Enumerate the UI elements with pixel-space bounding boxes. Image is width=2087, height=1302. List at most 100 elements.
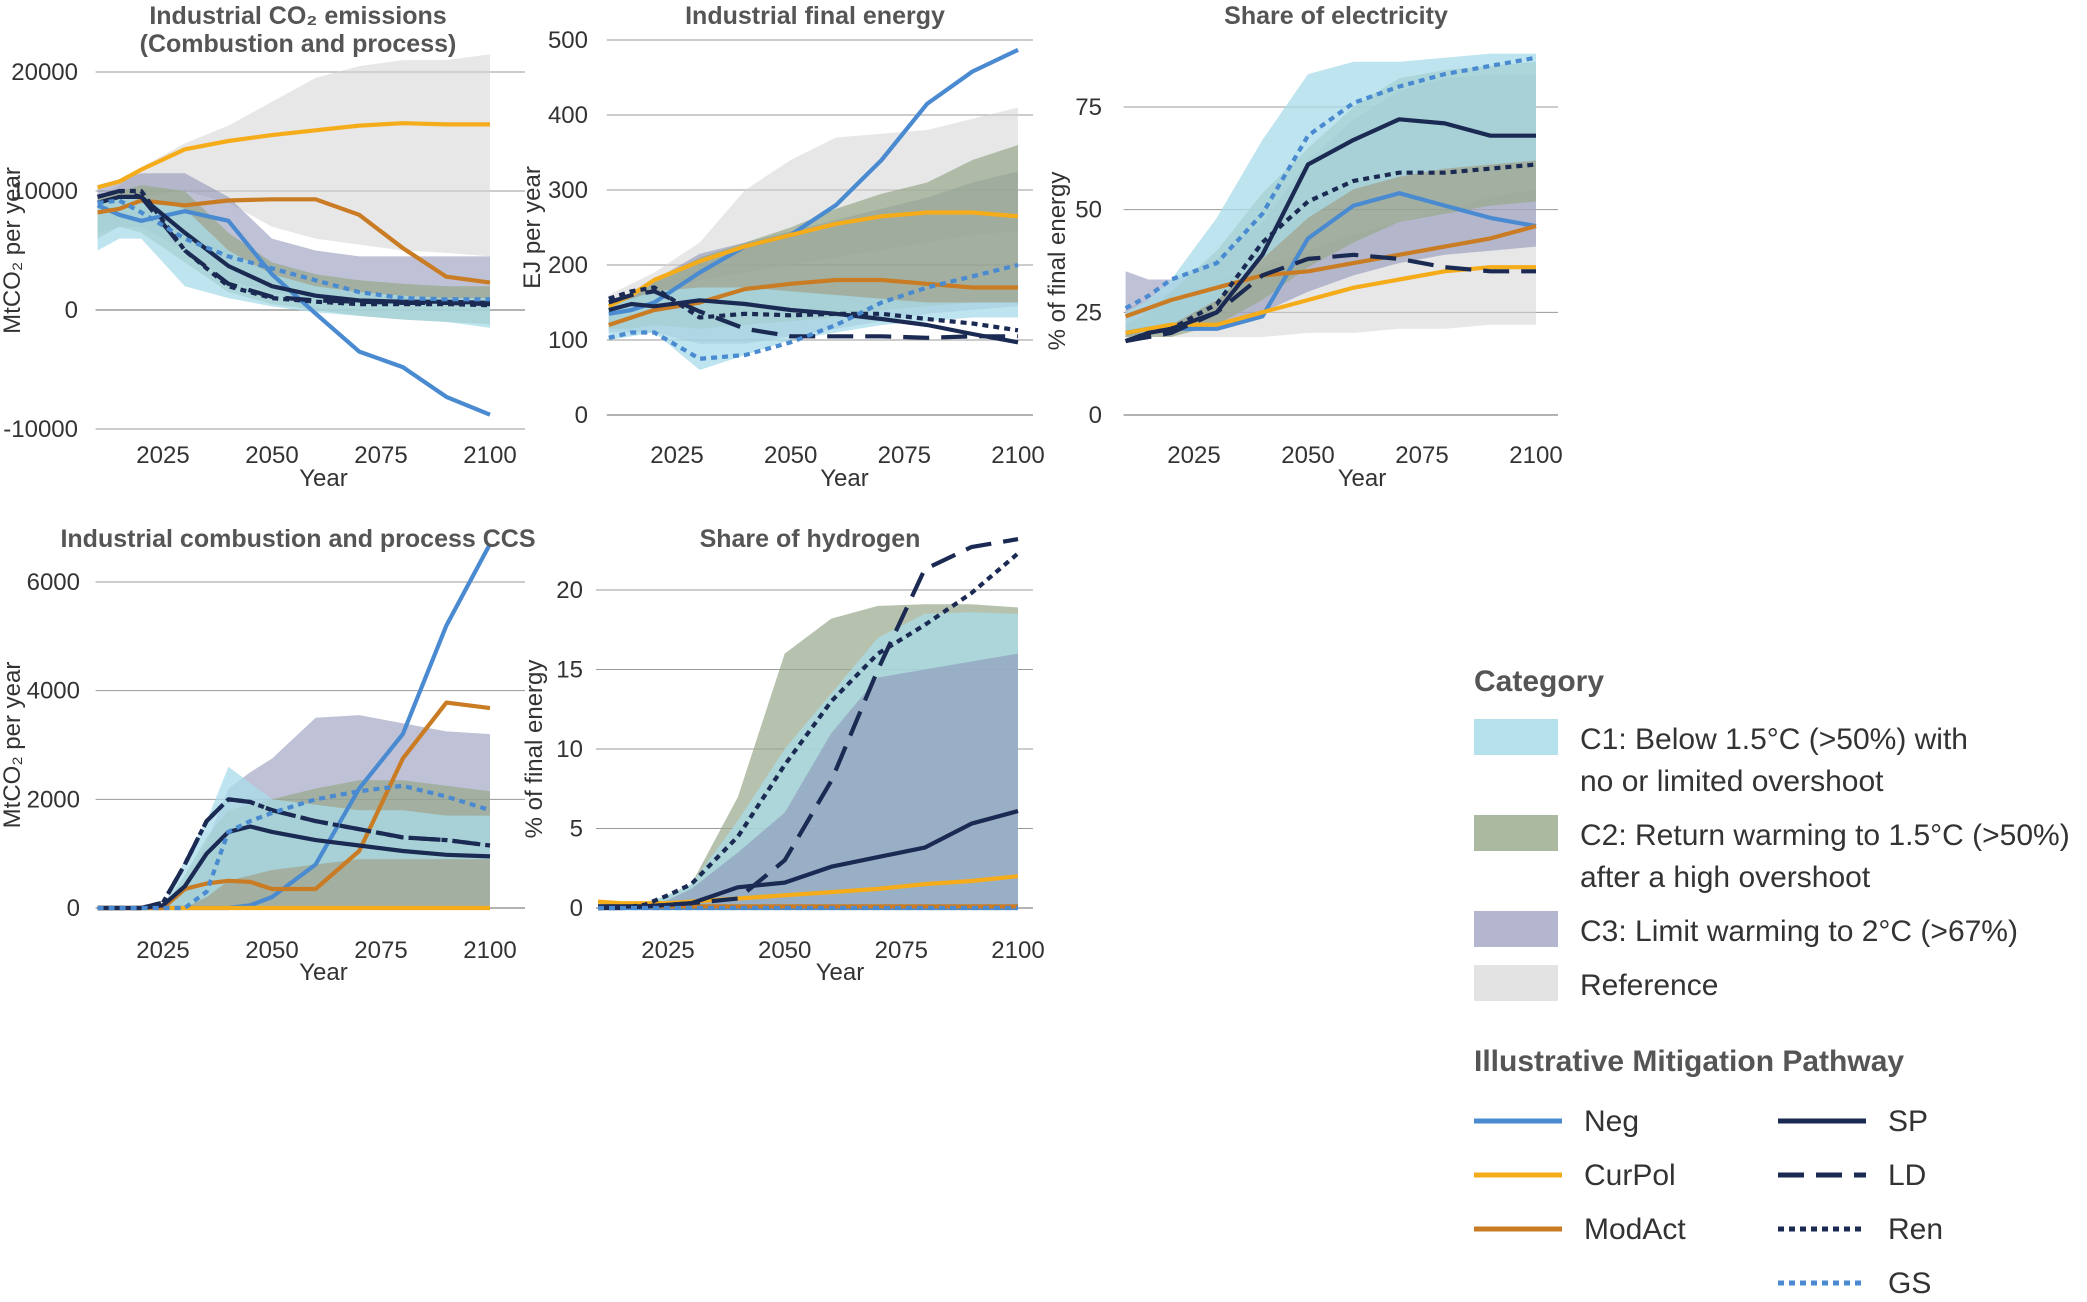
chart-title: Industrial combustion and process CCS [60, 525, 535, 553]
x-tick-label: 2075 [354, 937, 407, 964]
x-axis-label: Year [299, 959, 348, 986]
y-tick-label: 75 [1075, 94, 1102, 121]
x-axis-label: Year [1338, 465, 1387, 492]
x-tick-label: 2100 [1509, 442, 1562, 469]
band-Reference [97, 54, 490, 257]
series-line-LD [608, 289, 1018, 340]
x-tick-label: 2025 [1167, 442, 1220, 469]
series-line-Neg [96, 203, 491, 417]
y-tick-label: 10000 [11, 178, 78, 205]
legend-pathway-label: LD [1888, 1159, 1926, 1192]
x-tick-label: 2075 [354, 442, 407, 469]
x-tick-label: 2050 [764, 442, 817, 469]
legend-pathway-label: Ren [1888, 1213, 1943, 1246]
chart-title: Industrial final energy [685, 2, 945, 30]
x-tick-label: 2025 [136, 937, 189, 964]
series-line-CurPol [597, 874, 1019, 906]
y-tick-label: 0 [67, 895, 80, 922]
y-tick-label: 300 [548, 177, 588, 204]
legend-pathway-label: ModAct [1584, 1213, 1686, 1246]
legend-swatch-Reference [1474, 965, 1558, 1001]
legend-category-label: C3: Limit warming to 2°C (>67%) [1580, 915, 2018, 948]
y-tick-label: 100 [548, 327, 588, 354]
y-tick-label: 20000 [11, 59, 78, 86]
series-line-SP [608, 298, 1019, 345]
chart-title: Share of hydrogen [700, 525, 921, 553]
band-C1 [608, 287, 1018, 370]
series-line-GS [97, 198, 490, 302]
y-tick-label: -10000 [3, 416, 78, 443]
x-tick-label: 2075 [878, 442, 931, 469]
x-tick-label: 2025 [641, 937, 694, 964]
x-tick-label: 2050 [245, 442, 298, 469]
y-tick-label: 500 [548, 27, 588, 54]
chart-industrial-co2-emissions: -10000 0 10000 20000 2025 2050 2075 2100 Year MtC… [0, 2, 525, 492]
series-line-LD [1125, 252, 1536, 344]
x-tick-label: 2075 [875, 937, 928, 964]
legend-pathway-label: Neg [1584, 1105, 1639, 1138]
y-axis-label: EJ per year [519, 166, 546, 289]
x-tick-label: 2075 [1395, 442, 1448, 469]
y-tick-label: 6000 [27, 569, 80, 596]
legend-category-label: C2: Return warming to 1.5°C (>50%) [1580, 819, 2070, 852]
legend-category-title: Category [1474, 665, 1604, 698]
series-line-CurPol [607, 210, 1019, 309]
series-line-Ren [97, 188, 491, 308]
legend-swatch-C1 [1474, 719, 1558, 755]
series-line-GS [608, 262, 1019, 361]
x-tick-label: 2100 [463, 937, 516, 964]
y-axis-label: % of final energy [1044, 172, 1071, 351]
series-line-SP [1124, 117, 1536, 344]
y-tick-label: 2000 [27, 786, 80, 813]
y-tick-label: 0 [65, 297, 78, 324]
y-tick-label: 15 [556, 657, 583, 684]
y-tick-label: 10 [556, 736, 583, 763]
y-tick-label: 4000 [27, 678, 80, 705]
x-tick-label: 2050 [758, 937, 811, 964]
chart-share-of-electricity: 0 25 50 75 2025 2050 2075 2100 Year % of final en… [1044, 2, 1563, 492]
y-axis-label: % of final energy [521, 660, 548, 839]
legend-category-label: no or limited overshoot [1580, 765, 1884, 798]
y-tick-label: 0 [575, 402, 588, 429]
legend-swatch-C2 [1474, 815, 1558, 851]
chart-title: Share of electricity [1224, 2, 1448, 30]
series-line-Ren [608, 285, 1019, 333]
chart-share-of-hydrogen: 0 5 10 15 20 2025 2050 2075 2100 Year % of final e… [521, 525, 1045, 986]
legend: Category C1: Below 1.5°C (>50%) with no or… [1474, 665, 2070, 1300]
y-tick-label: 20 [556, 577, 583, 604]
series-line-ModAct [1124, 224, 1537, 319]
x-axis-label: Year [299, 465, 348, 492]
chart-industrial-final-energy: 0 100 200 300 400 500 2025 2050 2075 2100 Year EJ p… [519, 2, 1045, 492]
x-axis-label: Year [820, 465, 869, 492]
y-axis-label: MtCO₂ per year [0, 662, 26, 829]
series-line-CurPol [97, 121, 490, 190]
y-tick-label: 200 [548, 252, 588, 279]
y-tick-label: 25 [1075, 299, 1102, 326]
legend-category-label: C1: Below 1.5°C (>50%) with [1580, 723, 1968, 756]
y-tick-label: 0 [1089, 402, 1102, 429]
chart-industrial-ccs: 0 2000 4000 6000 2025 2050 2075 2100 Year MtCO₂ p… [0, 525, 536, 986]
x-tick-label: 2050 [245, 937, 298, 964]
legend-swatch-C3 [1474, 911, 1558, 947]
x-tick-label: 2100 [463, 442, 516, 469]
legend-category-label: after a high overshoot [1580, 861, 1871, 894]
x-tick-label: 2050 [1281, 442, 1334, 469]
legend-category-label: Reference [1580, 969, 1718, 1002]
x-tick-label: 2100 [991, 937, 1044, 964]
legend-pathway-label: SP [1888, 1105, 1928, 1138]
series-line-GS [1124, 55, 1537, 311]
series-line-ModAct [97, 197, 491, 285]
chart-title: (Combustion and process) [140, 30, 457, 58]
chart-title: Industrial CO₂ emissions [149, 2, 446, 30]
y-tick-label: 50 [1075, 197, 1102, 224]
y-tick-label: 400 [548, 102, 588, 129]
legend-imp-title: Illustrative Mitigation Pathway [1474, 1045, 1904, 1078]
y-tick-label: 5 [570, 816, 583, 843]
legend-pathway-label: GS [1888, 1267, 1931, 1300]
series-line-LD [598, 537, 1019, 911]
x-tick-label: 2100 [991, 442, 1044, 469]
x-tick-label: 2025 [136, 442, 189, 469]
legend-pathway-label: CurPol [1584, 1159, 1676, 1192]
x-axis-label: Year [816, 959, 865, 986]
